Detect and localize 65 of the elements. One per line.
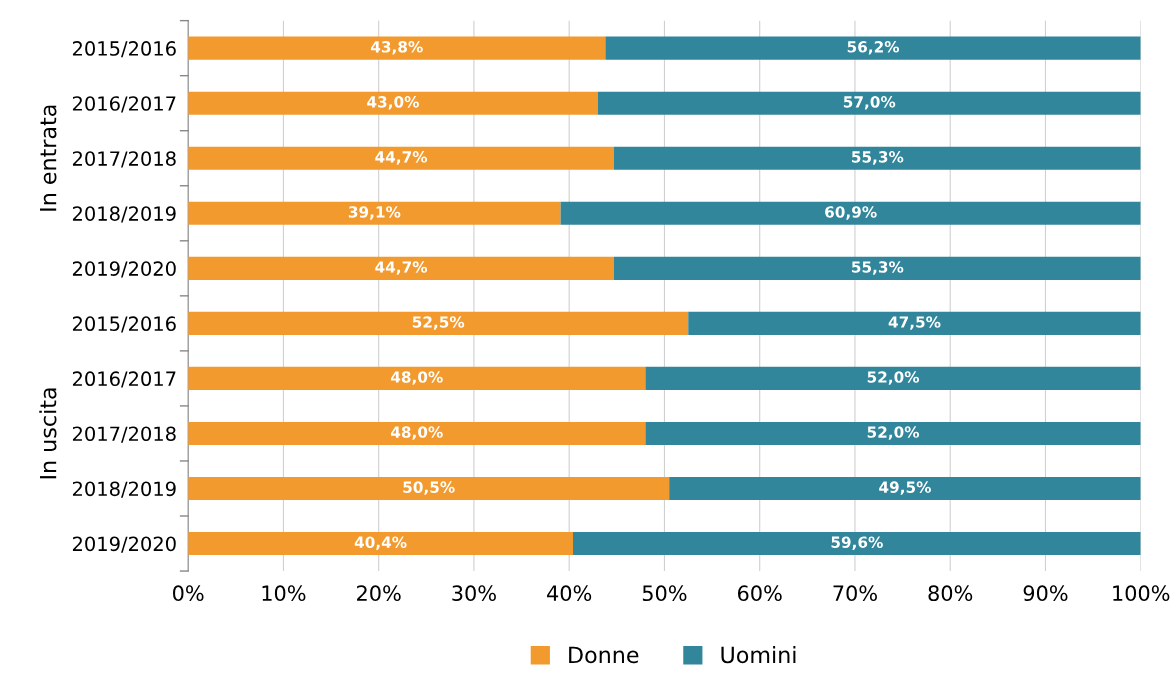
- y-tick-label: 2016/2017: [72, 96, 176, 113]
- y-tick-label: 2015/2016: [72, 316, 176, 333]
- legend-label: Donne: [569, 646, 639, 664]
- y-tick-label: 2018/2019: [72, 481, 176, 498]
- bar: [188, 476, 670, 501]
- data-label: 52,0%: [867, 371, 920, 385]
- bar: [605, 36, 1141, 60]
- data-label: 50,5%: [403, 481, 455, 495]
- x-tick-label: 30%: [452, 585, 496, 602]
- bar: [188, 256, 614, 280]
- data-label: 48,0%: [390, 371, 443, 385]
- bar: [188, 531, 573, 556]
- data-label: 52,0%: [867, 426, 920, 440]
- bar: [597, 91, 1141, 115]
- x-tick-label: 60%: [738, 585, 782, 602]
- bar: [572, 531, 1141, 556]
- data-label: 44,7%: [375, 151, 428, 165]
- bar: [669, 476, 1141, 501]
- text: In uscita: [39, 388, 57, 479]
- y-tick-label: 2017/2018: [72, 426, 176, 443]
- y-tick-label: 2017/2018: [72, 151, 176, 168]
- data-label: 52,5%: [412, 316, 465, 330]
- y-tick-label: 2016/2017: [72, 371, 176, 388]
- data-label: 59,6%: [831, 536, 883, 550]
- legend-label: Uomini: [721, 646, 796, 664]
- y-tick-label: 2015/2016: [72, 41, 176, 58]
- text: In entrata: [39, 105, 57, 211]
- data-label: 47,5%: [888, 316, 941, 330]
- data-label: 39,1%: [348, 206, 401, 220]
- y-tick-label: 2019/2020: [72, 261, 176, 278]
- bar: [188, 201, 561, 225]
- x-tick-label: 70%: [833, 585, 877, 602]
- bar: [645, 421, 1141, 445]
- y-tick-label: 2019/2020: [72, 536, 176, 553]
- data-label: 44,7%: [375, 261, 428, 275]
- x-tick-label: 50%: [642, 585, 687, 602]
- bar: [188, 366, 646, 390]
- x-tick-label: 100%: [1113, 585, 1170, 602]
- bar: [188, 311, 689, 335]
- data-label: 55,3%: [852, 151, 904, 165]
- data-label: 56,2%: [847, 41, 900, 55]
- y-tick-label: 2018/2019: [72, 206, 176, 223]
- data-label: 60,9%: [825, 206, 877, 220]
- data-label: 57,0%: [843, 96, 896, 110]
- x-tick-label: 10%: [262, 585, 306, 602]
- x-tick-label: 20%: [357, 585, 401, 602]
- data-label: 40,4%: [354, 536, 407, 550]
- bar: [188, 36, 606, 60]
- data-label: 49,5%: [879, 481, 931, 495]
- data-label: 43,8%: [370, 41, 423, 55]
- bar: [613, 146, 1141, 170]
- data-label: 48,0%: [390, 426, 443, 440]
- bar: [560, 201, 1141, 225]
- x-tick-label: 90%: [1023, 585, 1068, 602]
- bar: [613, 256, 1141, 280]
- x-tick-label: 80%: [928, 585, 973, 602]
- bar: [188, 421, 646, 445]
- x-tick-label: 0%: [173, 585, 204, 602]
- data-label: 43,0%: [367, 96, 419, 110]
- x-tick-label: 40%: [547, 585, 592, 602]
- bar: [188, 91, 598, 115]
- bar: [688, 311, 1141, 335]
- bar: [645, 366, 1141, 390]
- data-label: 55,3%: [852, 261, 904, 275]
- bar: [188, 146, 614, 170]
